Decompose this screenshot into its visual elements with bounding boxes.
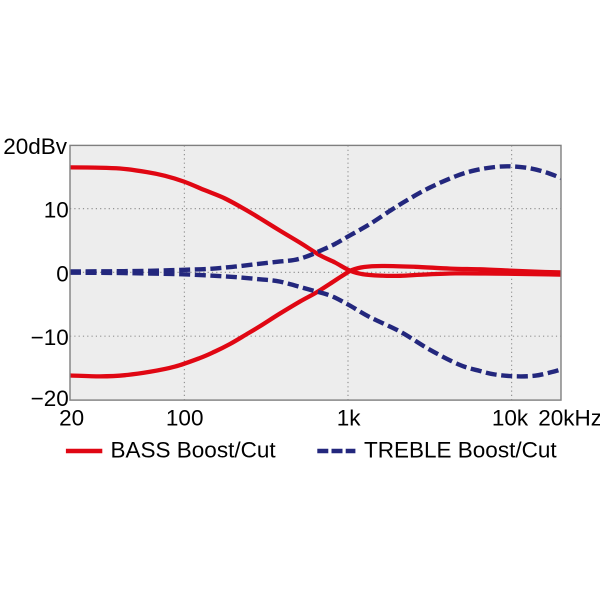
svg-text:−10: −10 [31,325,69,350]
svg-text:100: 100 [166,406,204,431]
svg-text:1k: 1k [337,406,362,431]
svg-text:0: 0 [56,261,69,286]
svg-text:20kHz: 20kHz [538,406,600,431]
svg-text:20: 20 [59,406,84,431]
svg-text:10k: 10k [492,406,529,431]
svg-text:−20: −20 [31,386,69,411]
svg-text:10: 10 [44,197,69,222]
svg-text:TREBLE Boost/Cut: TREBLE Boost/Cut [364,438,557,463]
svg-text:20dBv: 20dBv [3,134,68,159]
svg-text:BASS Boost/Cut: BASS Boost/Cut [111,438,277,463]
